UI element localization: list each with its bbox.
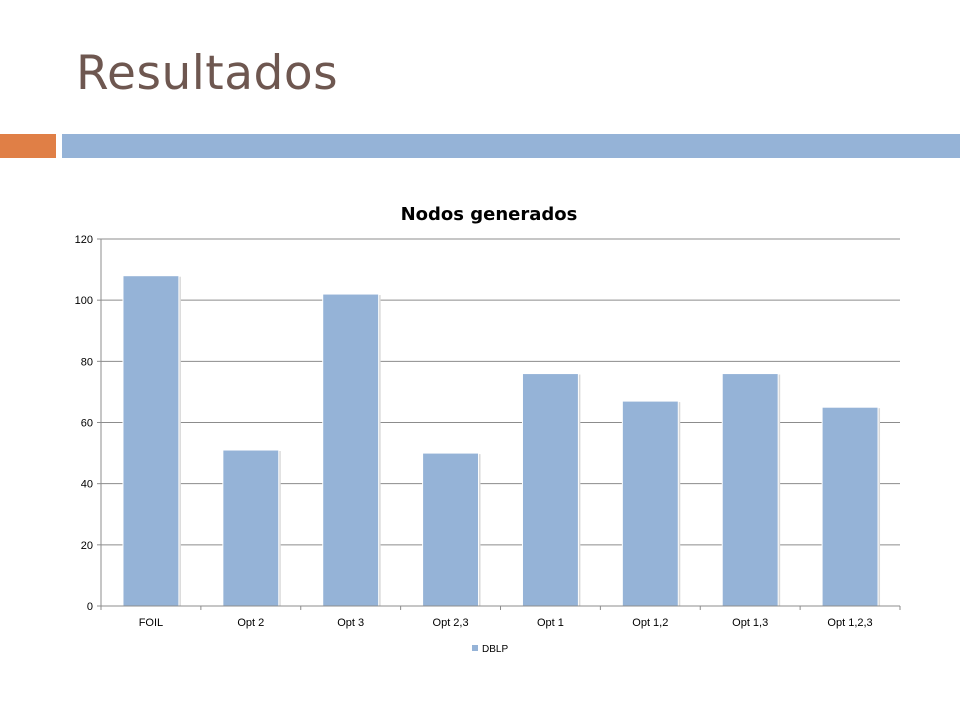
x-tick-label: Opt 3 xyxy=(337,617,364,629)
bar xyxy=(521,373,579,607)
x-tick-label: Opt 1,2 xyxy=(632,617,668,629)
x-tick-label: FOIL xyxy=(139,617,163,629)
legend: DBLP xyxy=(472,644,508,655)
y-tick-label: 0 xyxy=(87,601,93,613)
y-tick-label: 60 xyxy=(81,418,93,430)
bar xyxy=(322,293,380,607)
title-rule-bar xyxy=(62,134,960,158)
bar xyxy=(422,452,480,607)
y-tick-label: 80 xyxy=(81,356,93,368)
x-tick-label: Opt 1,2,3 xyxy=(827,617,872,629)
x-axis-ticks: FOIL Opt 2 Opt 3 Opt 2,3 Opt 1 Opt 1,2 Opt 1,3… xyxy=(100,606,901,629)
bar xyxy=(222,449,280,607)
x-tick-label: Opt 1,3 xyxy=(732,617,768,629)
x-tick-label: Opt 2 xyxy=(237,617,264,629)
y-tick-label: 20 xyxy=(81,540,93,552)
y-axis-ticks: 0 20 40 60 80 100 120 xyxy=(75,234,101,613)
slide-title: Resultados xyxy=(76,46,339,101)
bar xyxy=(721,373,779,607)
bar xyxy=(621,400,679,607)
chart-title: Nodos generados xyxy=(401,204,578,225)
y-tick-label: 40 xyxy=(81,479,93,491)
x-tick-label: Opt 2,3 xyxy=(433,617,469,629)
bars xyxy=(122,275,881,607)
x-tick-label: Opt 1 xyxy=(537,617,564,629)
y-tick-label: 100 xyxy=(75,295,93,307)
legend-label: DBLP xyxy=(482,644,508,655)
bar xyxy=(821,406,879,607)
legend-swatch xyxy=(472,645,478,651)
y-tick-label: 120 xyxy=(75,234,93,246)
bar xyxy=(122,275,180,607)
accent-bar xyxy=(0,134,56,158)
